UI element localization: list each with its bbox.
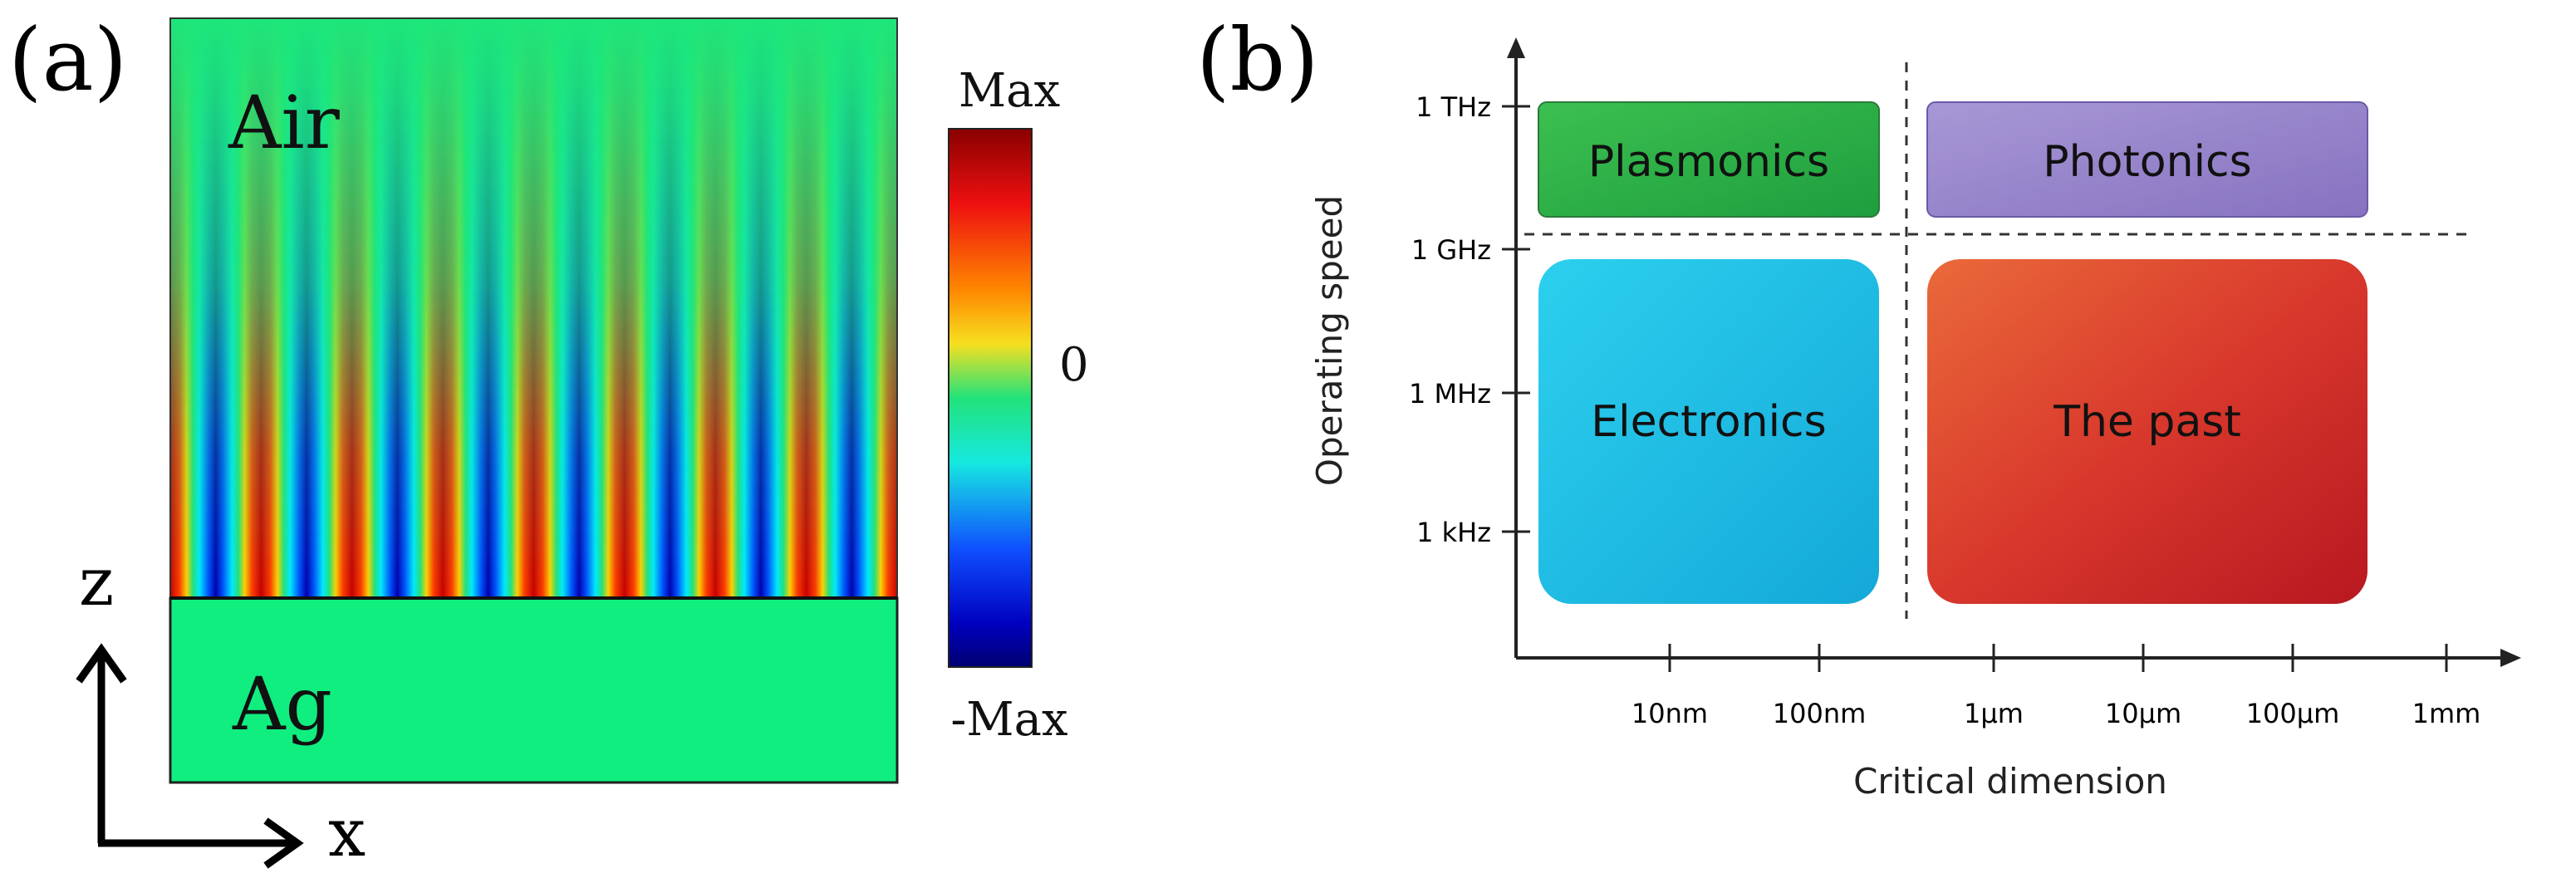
colorbar-min-label: -Max [950, 693, 1067, 747]
x-tick-label: 1µm [1964, 698, 2024, 729]
wave-pattern [170, 18, 897, 598]
colorbar-max-label: Max [959, 64, 1060, 118]
x-arrowhead-icon [263, 817, 304, 869]
panel-a: (a) Air Ag Max 0 -Max z x [8, 9, 1089, 871]
plasmonics-label: Plasmonics [1588, 137, 1829, 187]
divider-lines [1524, 62, 2471, 619]
y-ticks: 1 THz 1 GHz 1 MHz 1 kHz [1409, 91, 1530, 548]
wave-gradient [170, 18, 897, 598]
z-arrowhead-icon [76, 643, 127, 684]
x-tick-label: 1mm [2412, 698, 2481, 729]
x-tick-label: 10nm [1631, 698, 1708, 729]
panel-a-label: (a) [8, 9, 127, 110]
plasmonics-box [1538, 101, 1880, 218]
ag-label: Ag [232, 661, 332, 747]
y-axis-title: Operating speed [1309, 195, 1350, 486]
colorbar-zero-label: 0 [1059, 338, 1089, 392]
x-axis-label: x [328, 794, 366, 871]
y-axis-arrowhead-icon [1507, 37, 1525, 58]
axis-indicator: z x [76, 543, 366, 871]
field-map [169, 17, 898, 599]
air-label: Air [228, 80, 341, 165]
x-axis-title: Critical dimension [1853, 761, 2167, 802]
panel-b: (b) 1 THz 1 GHz 1 MHz 1 kHz [1196, 9, 2521, 802]
z-axis-label: z [79, 543, 114, 621]
axes [1507, 37, 2521, 667]
y-tick-label: 1 GHz [1411, 234, 1491, 266]
x-tick-label: 10µm [2105, 698, 2181, 729]
the-past-box [1927, 259, 2367, 604]
y-tick-label: 1 kHz [1416, 517, 1491, 548]
x-tick-label: 100µm [2246, 698, 2340, 729]
x-axis-arrowhead-icon [2500, 649, 2521, 667]
region-boxes: Plasmonics Photonics Electronics The pas… [1538, 101, 2368, 604]
x-tick-label: 100nm [1773, 698, 1867, 729]
electronics-box [1538, 259, 1879, 604]
x-ticks: 10nm 100nm 1µm 10µm 100µm 1mm [1631, 644, 2480, 729]
photonics-label: Photonics [2043, 137, 2251, 187]
colorbar-gradient [948, 128, 1033, 668]
panel-b-label: (b) [1196, 9, 1319, 110]
photonics-box [1926, 101, 2368, 218]
y-tick-label: 1 THz [1416, 91, 1491, 123]
y-tick-label: 1 MHz [1409, 378, 1491, 410]
electronics-label: Electronics [1591, 397, 1826, 447]
the-past-label: The past [2053, 397, 2241, 447]
colorbar: Max 0 -Max [948, 64, 1089, 747]
